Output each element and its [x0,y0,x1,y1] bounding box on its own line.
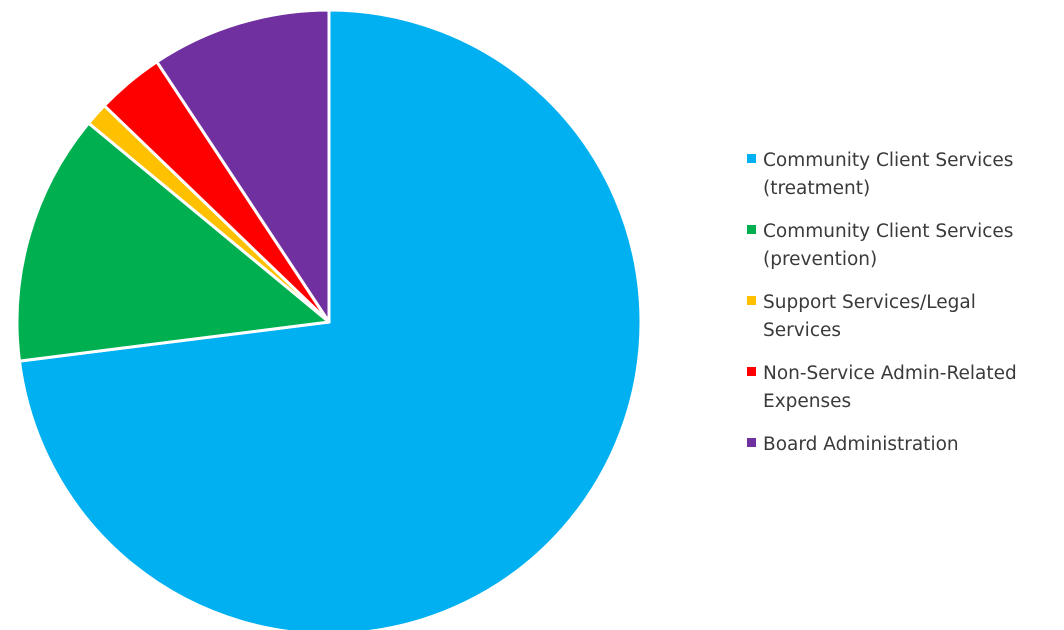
pie-slice-5 [155,8,331,324]
legend-item: Community Client Services (treatment) [747,147,1062,203]
legend-label: Board Administration [763,434,959,455]
legend-item: Community Client Services (prevention) [747,218,1062,274]
legend-swatch [747,154,756,163]
legend-swatch [747,367,756,376]
legend-swatch [747,296,756,305]
legend-item: Non-Service Admin-Related Expenses [747,360,1062,416]
pie-plot-area [15,8,643,630]
legend-swatch [747,438,756,447]
legend-swatch [747,225,756,234]
legend-item: Board Administration [747,431,1062,459]
chart-legend: Community Client Services (treatment) Com… [747,147,1062,474]
legend-label: Community Client Services (treatment) [763,150,1014,199]
pie-slice-2 [15,121,331,363]
legend-label: Non-Service Admin-Related Expenses [763,363,1017,412]
legend-label: Community Client Services (prevention) [763,221,1014,270]
legend-item: Support Services/Legal Services [747,289,1062,345]
legend-label: Support Services/Legal Services [763,292,976,341]
